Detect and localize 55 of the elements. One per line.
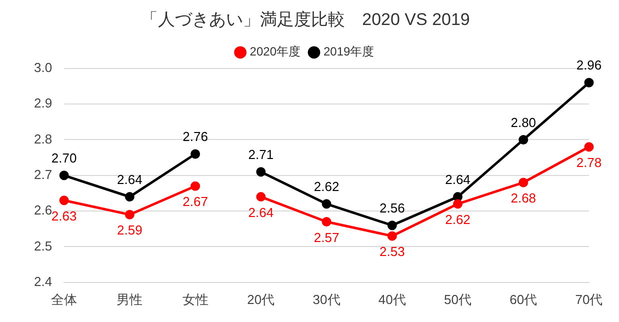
point — [322, 217, 332, 227]
data-label: 2.53 — [379, 244, 405, 260]
point — [124, 210, 134, 220]
y-tick-label: 2.9 — [34, 96, 52, 111]
point — [59, 170, 69, 180]
y-tick-label: 3.0 — [34, 60, 52, 75]
legend-label: 2020年度 — [250, 44, 301, 59]
point — [453, 192, 463, 202]
data-label: 2.96 — [576, 58, 602, 73]
y-tick-label: 2.8 — [34, 131, 52, 146]
point — [322, 199, 332, 209]
x-tick-label: 女性 — [182, 292, 208, 307]
point — [584, 78, 594, 88]
data-label: 2.64 — [248, 204, 274, 220]
point — [59, 196, 69, 206]
point — [190, 181, 200, 191]
x-tick-label: 50代 — [444, 292, 472, 307]
point — [190, 149, 200, 159]
data-label: 2.59 — [117, 222, 142, 238]
x-tick-label: 40代 — [378, 292, 406, 307]
chart-title: 「人づきあい」満足度比較 2020 VS 2019 — [141, 10, 470, 29]
data-label: 2.63 — [51, 208, 77, 224]
point — [387, 231, 397, 241]
legend-label: 2019年度 — [324, 44, 374, 59]
y-tick-label: 2.5 — [34, 238, 52, 254]
x-tick-label: 全体 — [51, 292, 78, 307]
data-label: 2.76 — [182, 129, 208, 144]
point — [518, 134, 528, 144]
point — [518, 178, 528, 188]
data-label: 2.64 — [445, 172, 470, 187]
data-label: 2.62 — [314, 179, 340, 194]
x-tick-label: 20代 — [247, 292, 275, 307]
point — [387, 220, 397, 230]
point — [256, 192, 266, 202]
data-label: 2.71 — [248, 146, 274, 162]
point — [124, 192, 134, 202]
y-tick-label: 2.6 — [34, 202, 52, 218]
data-label: 2.78 — [576, 154, 602, 170]
data-label: 2.57 — [314, 230, 340, 245]
data-label: 2.64 — [117, 172, 142, 187]
point — [584, 142, 594, 152]
x-tick-label: 60代 — [510, 292, 538, 307]
data-label: 2.67 — [182, 194, 208, 210]
x-tick-label: 30代 — [312, 292, 340, 307]
data-label: 2.68 — [510, 190, 536, 206]
data-label: 2.56 — [379, 200, 405, 216]
point — [453, 199, 463, 209]
point — [256, 167, 266, 177]
x-tick-label: 男性 — [116, 292, 143, 307]
data-label: 2.62 — [445, 212, 470, 228]
data-label: 2.70 — [51, 150, 77, 166]
x-tick-label: 70代 — [575, 292, 603, 307]
data-label: 2.80 — [510, 114, 536, 130]
y-tick-label: 2.4 — [34, 274, 52, 289]
y-tick-label: 2.7 — [34, 166, 52, 182]
